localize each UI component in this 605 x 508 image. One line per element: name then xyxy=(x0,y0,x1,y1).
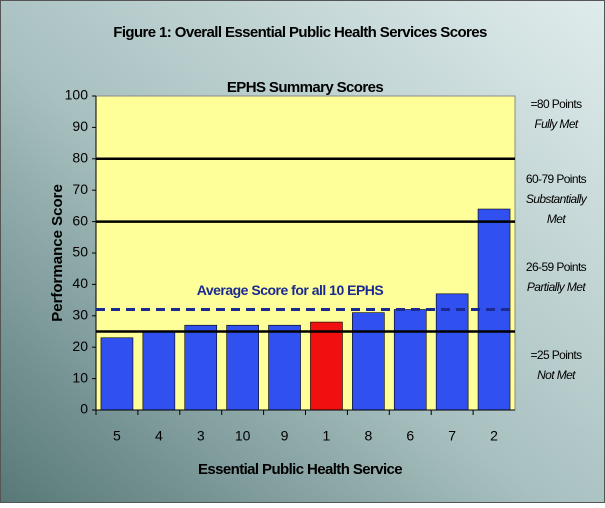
annotation: Fully Met xyxy=(534,117,579,131)
annotation: 60-79 Points xyxy=(526,172,587,186)
x-tick-label: 7 xyxy=(448,428,456,444)
x-tick-label: 2 xyxy=(490,428,498,444)
y-tick-label: 100 xyxy=(65,87,89,103)
annotation: 26-59 Points xyxy=(526,260,587,274)
annotation: Not Met xyxy=(537,368,576,382)
bar xyxy=(435,293,469,411)
bar xyxy=(100,337,134,411)
x-tick-label: 1 xyxy=(323,428,331,444)
chart-subtitle: EPHS Summary Scores xyxy=(227,79,383,96)
annotation: Met xyxy=(547,212,566,226)
y-axis-label: Performance Score xyxy=(49,184,66,322)
x-tick-label: 3 xyxy=(197,428,205,444)
bar xyxy=(310,321,343,411)
annotation: Substantially xyxy=(526,192,588,206)
x-tick-label: 10 xyxy=(235,428,251,444)
bar xyxy=(142,331,176,411)
bar xyxy=(352,312,385,411)
annotation: Partially Met xyxy=(527,280,586,294)
x-tick-label: 8 xyxy=(364,428,372,444)
x-tick-label: 9 xyxy=(281,428,289,444)
bar xyxy=(268,324,301,411)
y-tick-label: 20 xyxy=(72,338,88,354)
y-tick-label: 90 xyxy=(72,118,88,134)
annotation: =25 Points xyxy=(530,348,582,362)
y-tick-label: 70 xyxy=(72,181,88,197)
bar xyxy=(184,324,218,411)
x-tick-label: 5 xyxy=(113,428,121,444)
annotation: =80 Points xyxy=(530,97,582,111)
x-tick-label: 4 xyxy=(155,428,163,444)
x-axis-label: Essential Public Health Service xyxy=(198,461,402,478)
chart-title: Figure 1: Overall Essential Public Healt… xyxy=(113,24,487,41)
y-tick-label: 40 xyxy=(72,275,88,291)
y-tick-label: 80 xyxy=(72,150,88,166)
y-tick-label: 60 xyxy=(72,212,88,228)
bar xyxy=(393,309,427,411)
y-tick-label: 0 xyxy=(80,401,88,417)
y-tick-label: 30 xyxy=(72,307,88,323)
x-tick-label: 6 xyxy=(406,428,414,444)
average-label: Average Score for all 10 EPHS xyxy=(197,282,384,298)
bar xyxy=(226,324,259,411)
y-tick-label: 50 xyxy=(72,244,88,260)
y-tick-label: 10 xyxy=(72,369,88,385)
